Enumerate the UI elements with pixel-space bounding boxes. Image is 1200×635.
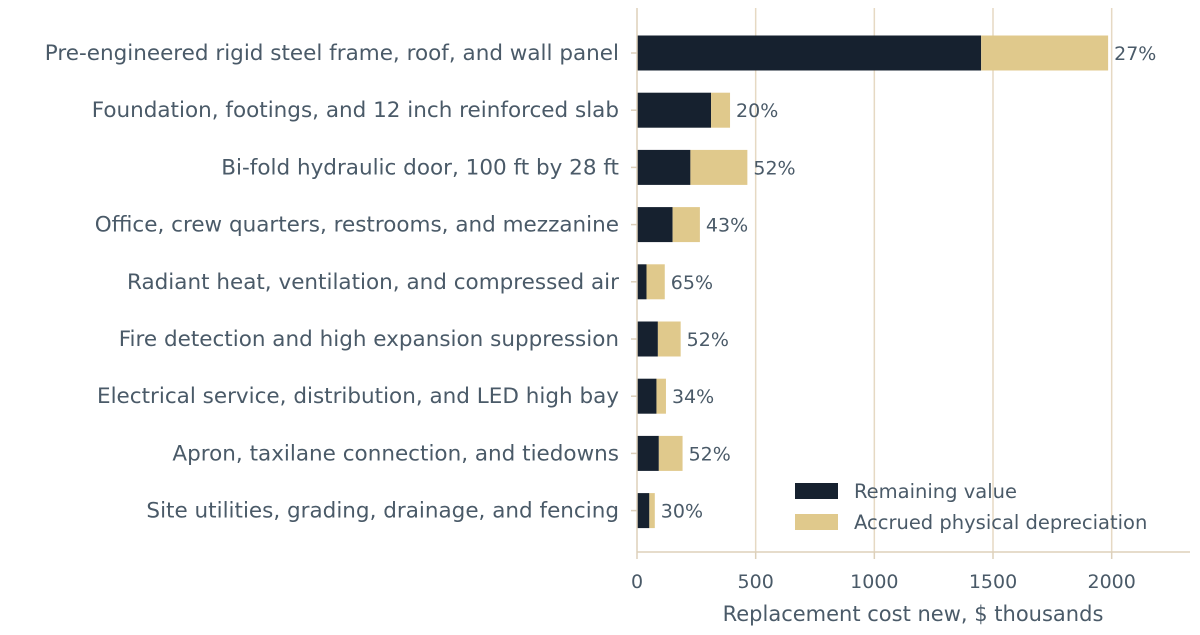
category-label: Radiant heat, ventilation, and compresse… — [127, 270, 619, 295]
category-label: Fire detection and high expansion suppre… — [119, 327, 619, 352]
bar-percent-label: 20% — [736, 100, 778, 122]
x-axis-ticks: 0 500 1000 1500 2000 — [631, 552, 1136, 593]
bar-segment-accrued-depreciation — [646, 264, 665, 300]
legend-swatch-depreciation — [795, 514, 838, 530]
bar-percent-label: 30% — [661, 501, 703, 523]
bar-segment-accrued-depreciation — [656, 378, 666, 414]
x-tick-label: 500 — [738, 571, 774, 593]
bar-segment-accrued-depreciation — [672, 207, 700, 243]
bar-percent-label: 52% — [753, 157, 795, 179]
category-label: Office, crew quarters, restrooms, and me… — [95, 213, 619, 238]
bar-value-labels: 27% 20% 52% 43% 65% 52% 34% 52% 30% — [661, 43, 1157, 523]
x-tick-label: 2000 — [1087, 571, 1135, 593]
category-label: Pre-engineered rigid steel frame, roof, … — [45, 41, 619, 66]
x-tick-label: 0 — [631, 571, 643, 593]
legend-swatch-remaining — [795, 483, 838, 499]
legend-label-depreciation: Accrued physical depreciation — [854, 511, 1147, 534]
bar-segment-remaining-value — [637, 321, 658, 357]
bar-segment-remaining-value — [637, 378, 657, 414]
category-label: Electrical service, distribution, and LE… — [97, 384, 619, 409]
legend-label-remaining: Remaining value — [854, 480, 1017, 503]
bar-percent-label: 65% — [671, 272, 713, 294]
bar-percent-label: 27% — [1114, 43, 1156, 65]
bar-segment-remaining-value — [637, 493, 650, 529]
bar-segment-accrued-depreciation — [711, 92, 731, 128]
bar-segment-remaining-value — [637, 35, 982, 71]
bar-segment-accrued-depreciation — [657, 321, 681, 357]
bar-segment-accrued-depreciation — [658, 435, 683, 471]
category-label: Apron, taxilane connection, and tiedowns — [172, 441, 619, 466]
bar-segment-remaining-value — [637, 435, 659, 471]
bar-segment-accrued-depreciation — [649, 493, 655, 529]
x-tick-label: 1000 — [850, 571, 898, 593]
bar-segment-accrued-depreciation — [690, 149, 748, 185]
bar-percent-label: 52% — [687, 329, 729, 351]
category-label: Site utilities, grading, drainage, and f… — [146, 499, 619, 524]
gridlines — [754, 8, 1113, 552]
bar-percent-label: 34% — [672, 386, 714, 408]
bar-segment-accrued-depreciation — [981, 35, 1109, 71]
bars — [637, 35, 1109, 529]
bar-percent-label: 52% — [689, 443, 731, 465]
category-label: Bi-fold hydraulic door, 100 ft by 28 ft — [221, 155, 619, 180]
x-tick-label: 1500 — [969, 571, 1017, 593]
bar-segment-remaining-value — [637, 149, 691, 185]
bar-segment-remaining-value — [637, 264, 647, 300]
bar-percent-label: 43% — [706, 215, 748, 237]
axes — [636, 8, 1190, 553]
bar-segment-remaining-value — [637, 207, 673, 243]
legend: Remaining value Accrued physical depreci… — [795, 480, 1147, 534]
category-labels: Pre-engineered rigid steel frame, roof, … — [45, 41, 637, 524]
x-axis-title: Replacement cost new, $ thousands — [723, 602, 1104, 626]
category-label: Foundation, footings, and 12 inch reinfo… — [92, 98, 619, 123]
bar-segment-remaining-value — [637, 92, 712, 128]
